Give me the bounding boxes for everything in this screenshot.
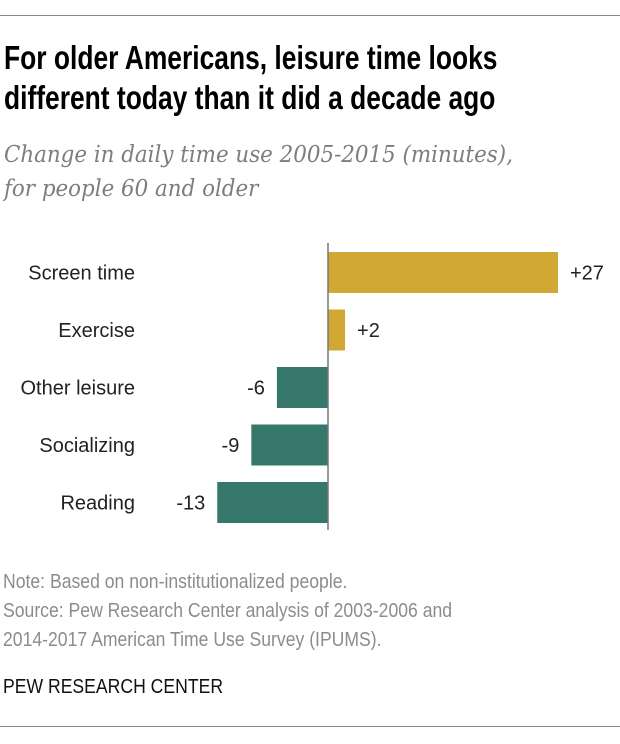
data-label: +2: [357, 320, 380, 342]
brand-logo-text: PEW RESEARCH CENTER: [3, 676, 224, 698]
data-label: -6: [247, 378, 265, 400]
category-label: Exercise: [58, 320, 135, 342]
chart-title-line-2: different today than it did a decade ago: [4, 79, 496, 116]
chart-title-line-1: For older Americans, leisure time looks: [4, 39, 498, 76]
bar-screen-time: [328, 252, 558, 293]
chart-subtitle-line-1: Change in daily time use 2005-2015 (minu…: [4, 142, 513, 168]
bar-other-leisure: [276, 367, 328, 408]
bar-chart: Screen time +27 Exercise +2 Other leisure -6 S…: [21, 243, 604, 530]
category-label: Screen time: [28, 263, 135, 285]
chart-subtitle-line-2: for people 60 and older: [4, 176, 259, 202]
bar-socializing: [251, 424, 328, 466]
bar-reading: [217, 482, 328, 523]
source-line-1: Source: Pew Research Center analysis of …: [3, 600, 453, 622]
data-label: -9: [222, 435, 240, 457]
category-label: Socializing: [39, 435, 135, 457]
top-rule: [0, 15, 620, 16]
note-text: Note: Based on non-institutionalized peo…: [3, 571, 348, 593]
bar-exercise: [328, 309, 346, 351]
source-line-2: 2014-2017 American Time Use Survey (IPUM…: [3, 629, 382, 651]
category-label: Reading: [60, 493, 135, 515]
data-label: -13: [176, 493, 205, 515]
category-label: Other leisure: [21, 378, 136, 400]
bottom-rule: [0, 726, 620, 727]
data-label: +27: [570, 263, 604, 285]
